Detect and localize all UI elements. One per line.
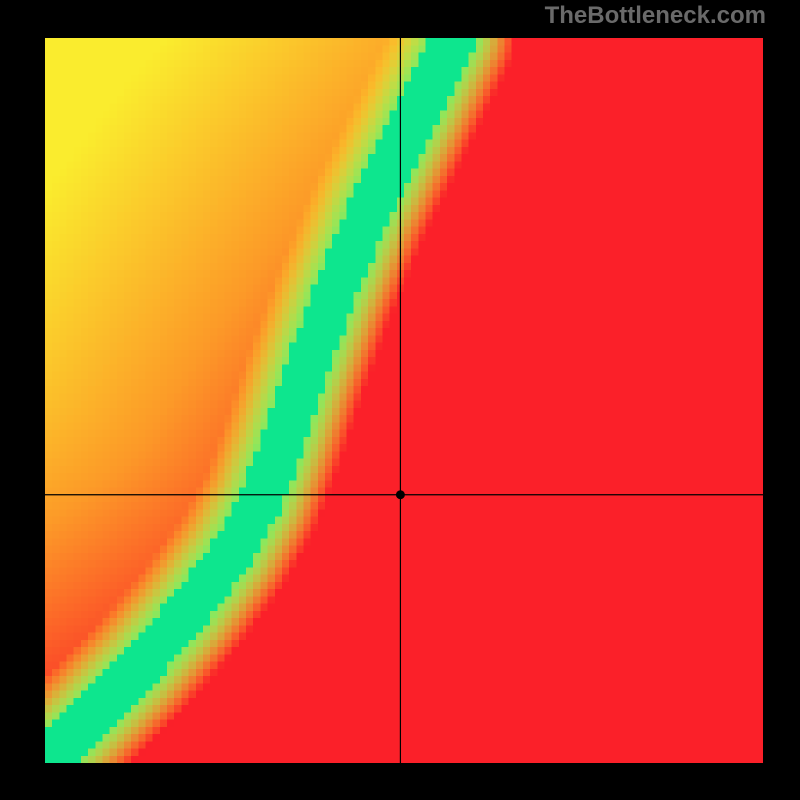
watermark-text: TheBottleneck.com (545, 2, 766, 30)
chart-container: TheBottleneck.com (0, 0, 800, 800)
heatmap-canvas (45, 38, 763, 763)
